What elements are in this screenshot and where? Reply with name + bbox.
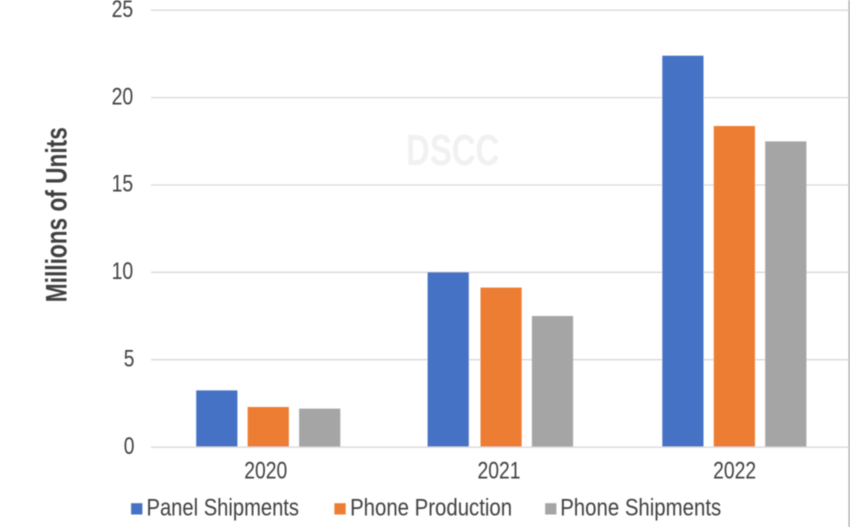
svg-text:2022: 2022	[713, 457, 756, 484]
svg-text:Panel Shipments: Panel Shipments	[147, 494, 300, 521]
svg-text:Millions of Units: Millions of Units	[41, 127, 74, 302]
svg-text:Phone Production: Phone Production	[350, 494, 512, 521]
svg-text:10: 10	[112, 258, 134, 285]
svg-text:2020: 2020	[244, 457, 287, 484]
svg-text:5: 5	[124, 345, 135, 372]
svg-text:20: 20	[112, 83, 134, 110]
svg-text:2021: 2021	[478, 457, 521, 484]
svg-text:25: 25	[112, 0, 134, 23]
svg-text:15: 15	[112, 171, 134, 198]
svg-text:0: 0	[124, 433, 135, 460]
svg-text:Phone Shipments: Phone Shipments	[560, 494, 721, 521]
svg-text:DSCC: DSCC	[406, 126, 499, 175]
